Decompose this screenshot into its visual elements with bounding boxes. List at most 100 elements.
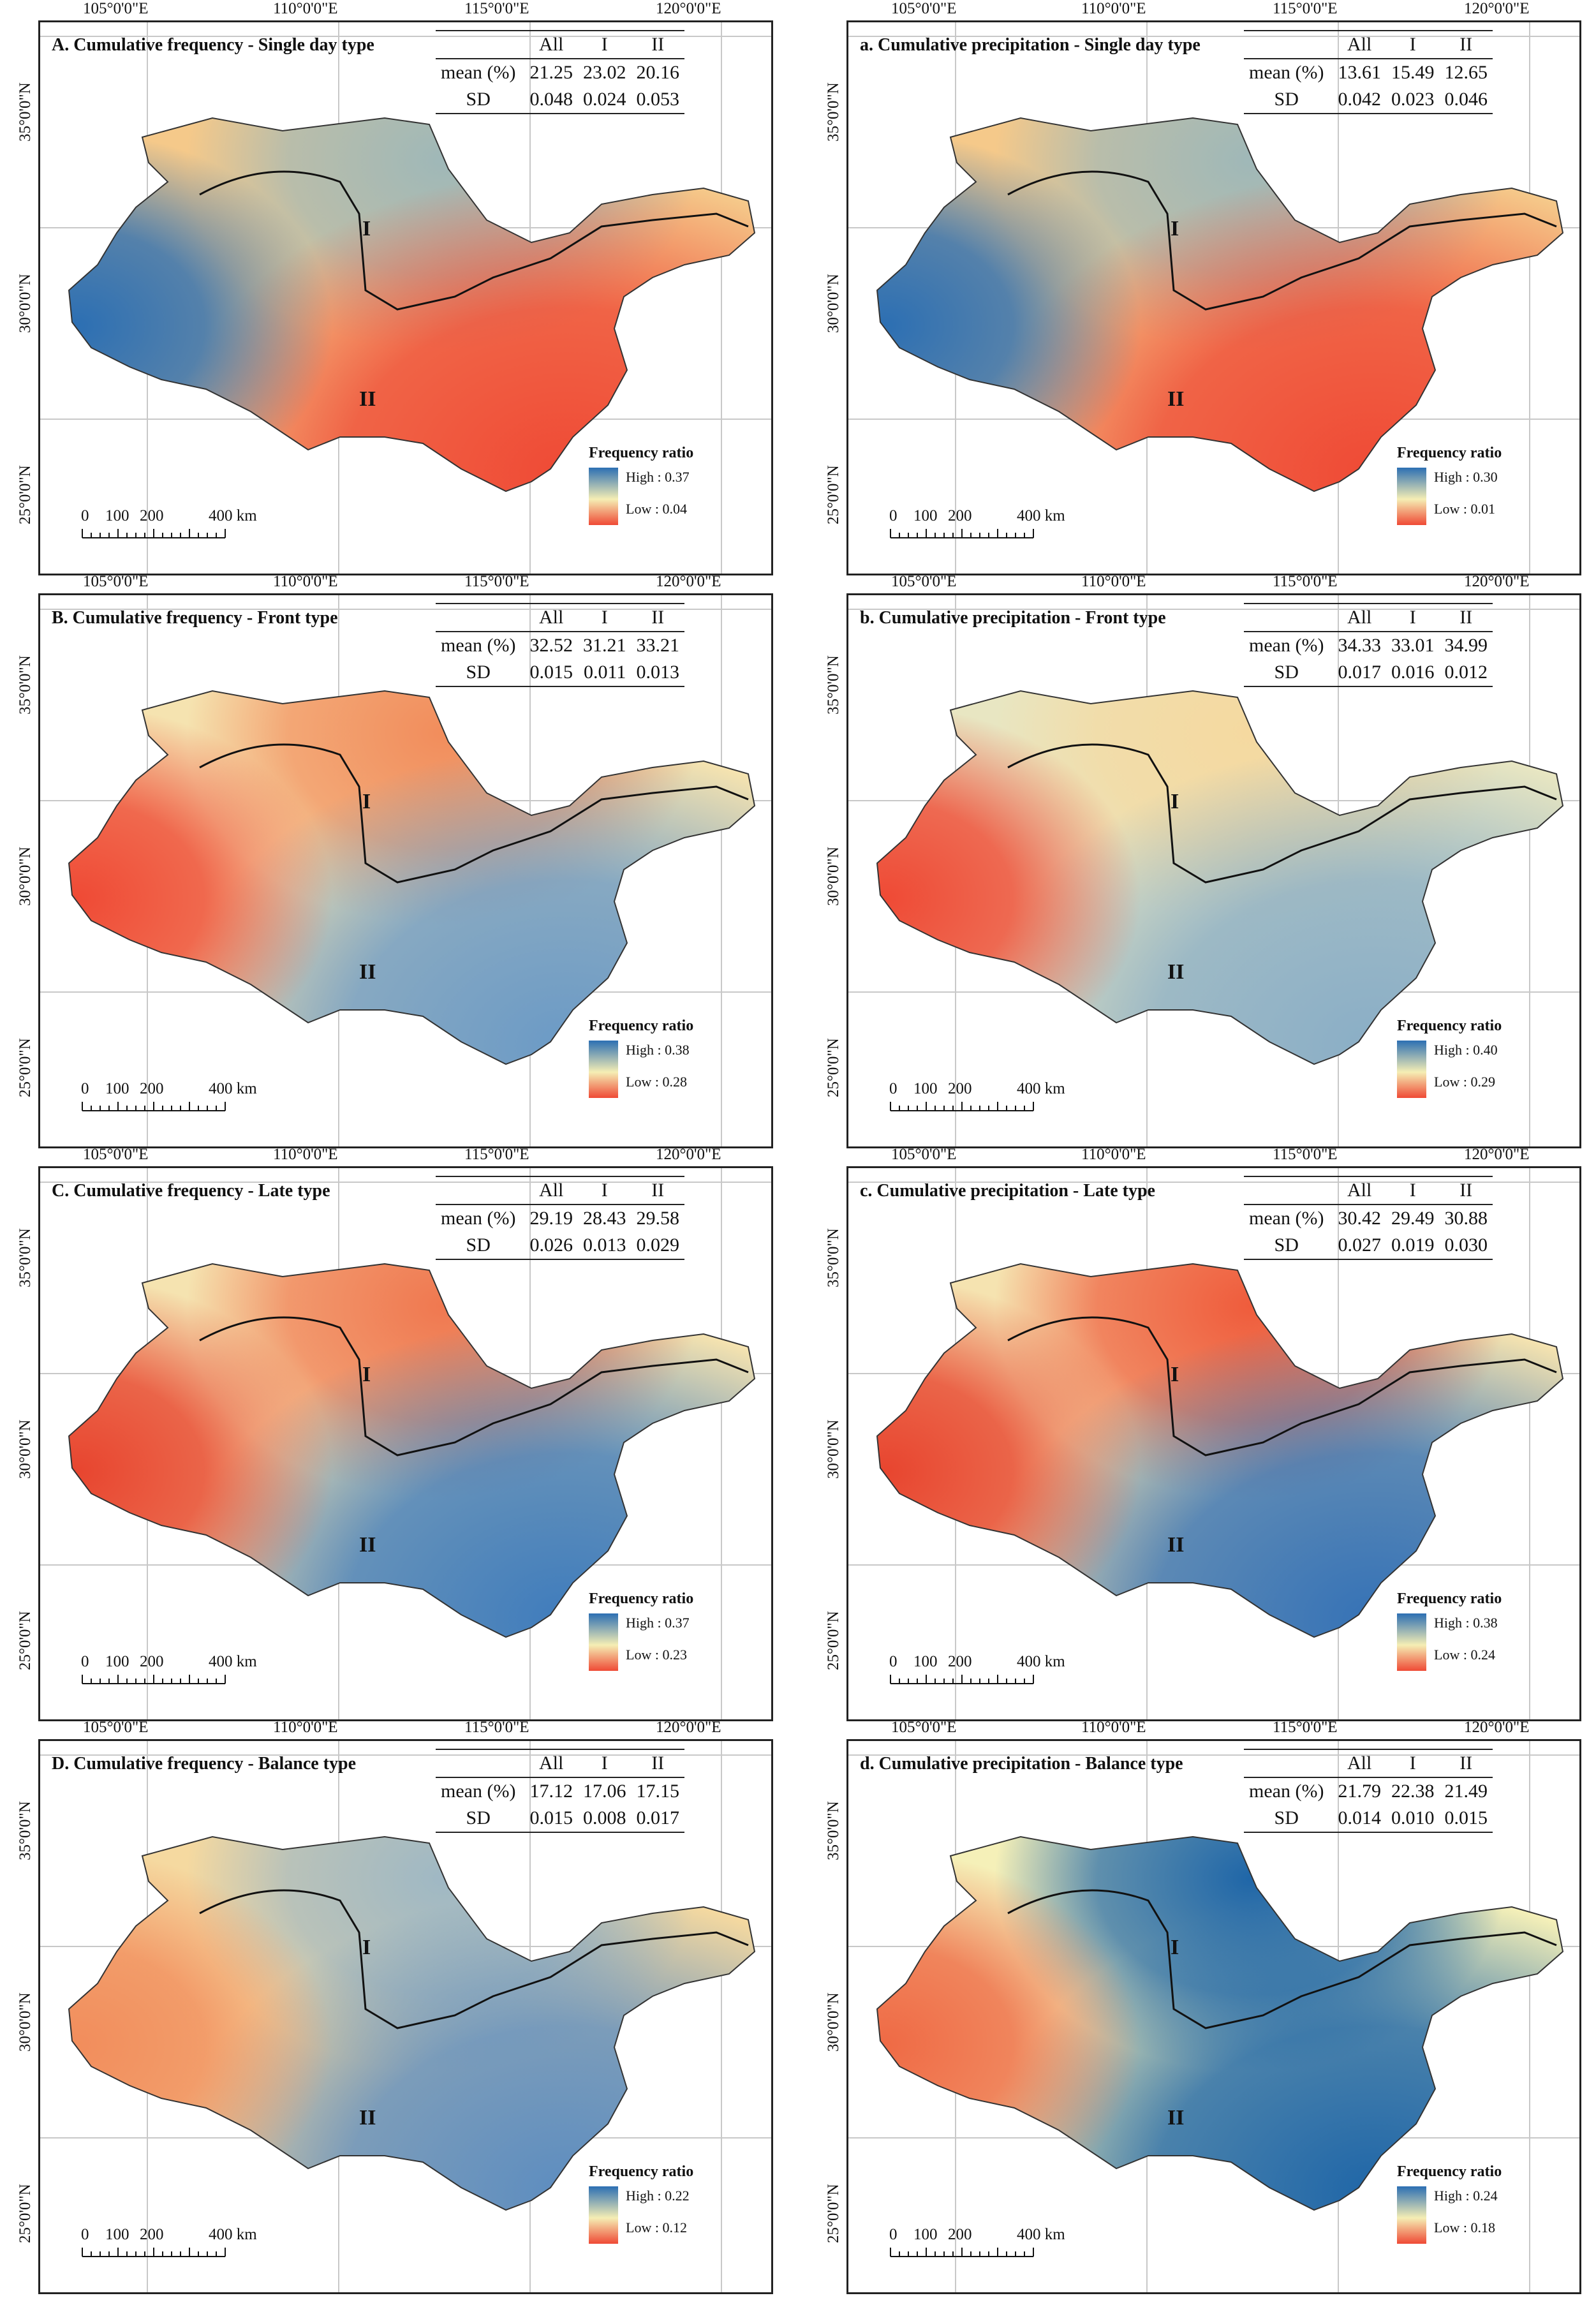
longitude-label: 110°0'0"E — [273, 0, 338, 17]
longitude-label: 120°0'0"E — [656, 1719, 721, 1736]
latitude-label: 30°0'0"N — [825, 274, 842, 333]
scale-bar-labels: 0 100 200 400 km — [81, 507, 292, 526]
stats-header-cell — [436, 30, 525, 59]
latitude-label: 30°0'0"N — [17, 1992, 34, 2052]
longitude-label: 115°0'0"E — [1273, 1719, 1338, 1736]
stats-sd-value: 0.048 — [524, 86, 578, 114]
panel-title: B. Cumulative frequency - Front type — [52, 608, 338, 628]
scale-bar: 0 100 200 400 km — [81, 1653, 292, 1692]
scale-label: 100 — [913, 2226, 938, 2243]
legend-title: Frequency ratio — [589, 445, 694, 461]
stats-header-cell: II — [631, 1749, 684, 1778]
legend-high: High : 0.37 — [626, 469, 690, 485]
scale-label: 0 — [81, 2226, 89, 2243]
scale-label: 0 — [889, 2226, 898, 2243]
map-panel-a: a. Cumulative precipitation - Single day… — [846, 20, 1581, 575]
latitude-label: 25°0'0"N — [825, 1611, 842, 1670]
longitude-label: 120°0'0"E — [1464, 573, 1530, 590]
legend-title: Frequency ratio — [589, 1590, 694, 1607]
latitude-label: 25°0'0"N — [825, 2184, 842, 2243]
legend: Frequency ratio High : 0.24 Low : 0.18 — [1397, 2163, 1502, 2244]
scale-bar: 0 100 200 400 km — [81, 2226, 292, 2265]
scale-label: 200 — [948, 1653, 972, 1670]
stats-sd-value: 0.015 — [524, 659, 578, 687]
stats-mean-value: 31.21 — [582, 635, 626, 656]
legend: Frequency ratio High : 0.38 Low : 0.28 — [589, 1018, 694, 1098]
legend-title: Frequency ratio — [589, 1018, 694, 1034]
scale-ticks — [82, 529, 226, 538]
stats-mean-value: 28.43 — [582, 1208, 626, 1229]
stats-mean-value: 21.49 — [1444, 1781, 1488, 1802]
stats-mean-value: 32.52 — [529, 635, 573, 656]
scale-label: 400 km — [1017, 2226, 1065, 2243]
legend-low: Low : 0.18 — [1434, 2220, 1495, 2235]
scale-bar: 0 100 200 400 km — [889, 507, 1100, 546]
latitude-label: 35°0'0"N — [825, 655, 842, 715]
stats-header-cell: All — [1333, 1176, 1386, 1205]
scale-label: 0 — [889, 1080, 898, 1097]
legend-high: High : 0.38 — [1434, 1615, 1498, 1631]
stats-mean-value: 17.15 — [636, 1781, 679, 1802]
longitude-label: 110°0'0"E — [273, 573, 338, 590]
legend-color-ramp — [589, 468, 618, 525]
stats-header-cell: I — [577, 1176, 632, 1205]
legend-title: Frequency ratio — [1397, 1590, 1502, 1607]
scale-bar-labels: 0 100 200 400 km — [81, 1653, 292, 1672]
region-label-II: II — [1167, 960, 1185, 984]
stats-mean-value: 33.01 — [1391, 635, 1435, 656]
longitude-label: 115°0'0"E — [464, 1146, 529, 1163]
map-canvas — [848, 595, 1579, 1146]
latitude-label: 35°0'0"N — [825, 1228, 842, 1287]
scale-label: 100 — [105, 507, 129, 524]
longitude-label: 110°0'0"E — [1081, 1146, 1146, 1163]
longitude-label: 115°0'0"E — [464, 0, 529, 17]
legend: Frequency ratio High : 0.38 Low : 0.24 — [1397, 1590, 1502, 1671]
scale-label: 100 — [105, 1653, 129, 1670]
longitude-label: 120°0'0"E — [656, 573, 721, 590]
longitude-label: 105°0'0"E — [891, 1146, 957, 1163]
legend-low: Low : 0.04 — [626, 501, 687, 517]
stats-row-label: mean (%) — [441, 635, 516, 656]
scale-label: 200 — [140, 1080, 164, 1097]
stats-table: All I II mean (%) 21.79 22.38 21.49 SD 0.014 0.01… — [1244, 1749, 1493, 1833]
map-canvas — [40, 22, 771, 574]
legend: Frequency ratio High : 0.37 Low : 0.23 — [589, 1590, 694, 1671]
region-label-I: I — [1171, 217, 1179, 241]
region-label-II: II — [1167, 387, 1185, 411]
map-canvas — [40, 595, 771, 1146]
latitude-label: 25°0'0"N — [825, 465, 842, 524]
stats-sd-value: 0.014 — [1333, 1805, 1386, 1833]
scale-label: 200 — [948, 2226, 972, 2243]
map-panel-d: d. Cumulative precipitation - Balance ty… — [846, 1739, 1581, 2294]
stats-header-cell: I — [1385, 603, 1440, 632]
scale-bar: 0 100 200 400 km — [81, 507, 292, 546]
stats-sd-value: 0.024 — [577, 86, 632, 114]
stats-mean-value: 15.49 — [1391, 62, 1435, 83]
latitude-label: 35°0'0"N — [17, 1801, 34, 1860]
legend-title: Frequency ratio — [589, 2163, 694, 2180]
stats-header-cell: I — [577, 30, 632, 59]
stats-sd-value: 0.030 — [1439, 1232, 1493, 1260]
stats-table: All I II mean (%) 29.19 28.43 29.58 SD 0.026 0.01… — [436, 1176, 684, 1260]
scale-label: 0 — [889, 1653, 898, 1670]
stats-row-label: SD — [436, 659, 525, 687]
stats-table: All I II mean (%) 30.42 29.49 30.88 SD 0.027 0.01… — [1244, 1176, 1493, 1260]
stats-sd-value: 0.017 — [631, 1805, 684, 1833]
latitude-label: 30°0'0"N — [17, 274, 34, 333]
legend-color-ramp — [589, 2186, 618, 2244]
region-label-II: II — [1167, 2106, 1185, 2130]
stats-sd-value: 0.042 — [1333, 86, 1386, 114]
scale-label: 100 — [913, 1653, 938, 1670]
longitude-label: 110°0'0"E — [273, 1719, 338, 1736]
stats-header-cell: All — [1333, 30, 1386, 59]
stats-header-cell — [1244, 1176, 1333, 1205]
legend-title: Frequency ratio — [1397, 1018, 1502, 1034]
stats-header-cell: II — [631, 30, 684, 59]
legend-high: High : 0.38 — [626, 1042, 690, 1058]
scale-label: 200 — [948, 1080, 972, 1097]
scale-label: 100 — [913, 507, 938, 524]
stats-header-cell: All — [524, 1749, 578, 1778]
scale-bar-labels: 0 100 200 400 km — [81, 2226, 292, 2245]
stats-mean-value: 17.06 — [582, 1781, 626, 1802]
legend-title: Frequency ratio — [1397, 2163, 1502, 2180]
